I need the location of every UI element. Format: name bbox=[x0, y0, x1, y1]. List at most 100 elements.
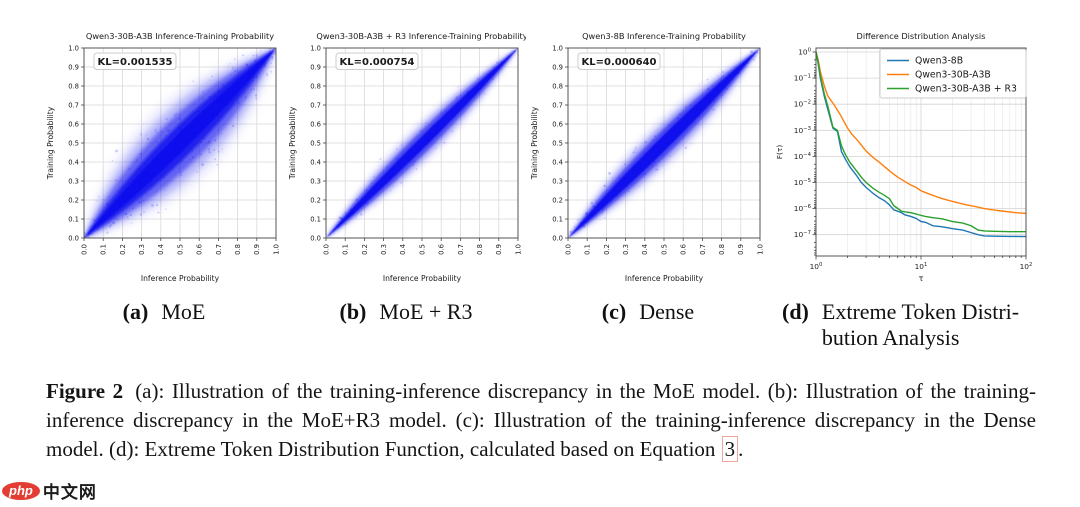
svg-text:0.6: 0.6 bbox=[552, 120, 563, 128]
svg-text:0.1: 0.1 bbox=[552, 215, 563, 223]
svg-text:0.8: 0.8 bbox=[310, 82, 321, 90]
subcaption-d: (d) Extreme Token Distri- bution Analysi… bbox=[770, 299, 1070, 351]
svg-text:0.5: 0.5 bbox=[660, 244, 668, 255]
svg-text:1.0: 1.0 bbox=[514, 244, 522, 255]
kl-annotation-box bbox=[577, 52, 661, 70]
svg-text:0.7: 0.7 bbox=[68, 101, 79, 109]
y-axis-label: Training Probability bbox=[288, 106, 297, 180]
svg-text:0.5: 0.5 bbox=[418, 244, 426, 255]
svg-text:0.0: 0.0 bbox=[310, 234, 321, 242]
scatter-plot-svg: Qwen3-8B Inference-Training Probability 0… bbox=[530, 31, 764, 283]
svg-text:0.5: 0.5 bbox=[310, 139, 321, 147]
svg-text:0.4: 0.4 bbox=[157, 244, 165, 255]
svg-text:0.6: 0.6 bbox=[438, 244, 446, 255]
svg-text:10−4: 10−4 bbox=[794, 152, 812, 161]
svg-text:1.0: 1.0 bbox=[272, 244, 280, 255]
svg-text:1.0: 1.0 bbox=[552, 44, 563, 52]
svg-text:0.5: 0.5 bbox=[552, 139, 563, 147]
subcaption-c-label: (c) bbox=[601, 299, 627, 324]
php-logo-icon: php bbox=[2, 481, 40, 500]
svg-text:0.4: 0.4 bbox=[552, 158, 563, 166]
subcaption-a-label: (a) bbox=[122, 299, 149, 324]
svg-text:0.7: 0.7 bbox=[699, 244, 707, 255]
panel-moe-r3-chart: Qwen3-30B-A3B + R3 Inference-Training Pr… bbox=[286, 28, 528, 295]
svg-text:0.7: 0.7 bbox=[552, 101, 563, 109]
y-axis-label: Training Probability bbox=[46, 106, 55, 180]
subcaption-row: (a) MoE (b) MoE + R3 (c) Dense (d) Extre… bbox=[0, 299, 1080, 351]
series-line-Qwen3-8B bbox=[815, 51, 1027, 238]
svg-text:0.5: 0.5 bbox=[176, 244, 184, 255]
svg-text:0.2: 0.2 bbox=[603, 244, 611, 255]
x-axis-label: Inference Probability bbox=[625, 274, 704, 283]
y-axis-label: F(τ) bbox=[775, 145, 784, 160]
svg-text:101: 101 bbox=[915, 262, 928, 271]
subcaption-d-text: Extreme Token Distri- bution Analysis bbox=[822, 299, 1019, 351]
svg-text:0.2: 0.2 bbox=[361, 244, 369, 255]
svg-text:10−2: 10−2 bbox=[794, 100, 811, 109]
svg-text:0.2: 0.2 bbox=[68, 196, 79, 204]
svg-text:0.6: 0.6 bbox=[680, 244, 688, 255]
svg-text:0.0: 0.0 bbox=[322, 244, 330, 255]
panel-dense-chart: Qwen3-8B Inference-Training Probability 0… bbox=[528, 28, 768, 295]
subcaption-d-label: (d) bbox=[782, 299, 809, 324]
svg-text:0.9: 0.9 bbox=[737, 244, 745, 255]
panel-moe-chart: Qwen3-30B-A3B Inference-Training Probabi… bbox=[44, 28, 284, 295]
figure2-panels: Qwen3-30B-A3B Inference-Training Probabi… bbox=[44, 28, 1070, 295]
series-line-Qwen3-30B-A3B bbox=[815, 51, 1027, 215]
svg-text:10−1: 10−1 bbox=[794, 74, 811, 83]
legend: Qwen3-8B Qwen3-30B-A3B Qwen3-30B-A3B + R3 bbox=[879, 48, 1027, 99]
svg-text:0.9: 0.9 bbox=[310, 63, 321, 71]
svg-text:0.2: 0.2 bbox=[552, 196, 563, 204]
svg-text:0.4: 0.4 bbox=[399, 244, 407, 255]
svg-text:0.0: 0.0 bbox=[68, 234, 79, 242]
kl-annotation-box bbox=[93, 52, 177, 70]
svg-text:1.0: 1.0 bbox=[310, 44, 321, 52]
svg-text:1.0: 1.0 bbox=[756, 244, 764, 255]
series-line-Qwen3-30B-A3B + R3 bbox=[815, 51, 1026, 233]
figure-caption-body: (a): Illustration of the training-infere… bbox=[46, 379, 1036, 461]
subcaption-c-text: Dense bbox=[639, 299, 695, 324]
svg-text:0.8: 0.8 bbox=[68, 82, 79, 90]
line-plot-svg: Difference Distribution Analysis 100 101 10… bbox=[775, 31, 1032, 283]
kl-annotation-text: KL=0.000754 bbox=[339, 57, 414, 68]
svg-text:0.5: 0.5 bbox=[68, 139, 79, 147]
subcaption-b-text: MoE + R3 bbox=[379, 299, 473, 324]
svg-text:0.8: 0.8 bbox=[234, 244, 242, 255]
svg-text:0.9: 0.9 bbox=[68, 63, 79, 71]
svg-text:0.9: 0.9 bbox=[552, 63, 563, 71]
svg-text:0.7: 0.7 bbox=[457, 244, 465, 255]
svg-text:10−6: 10−6 bbox=[794, 204, 812, 213]
chart-title: Qwen3-30B-A3B + R3 Inference-Training Pr… bbox=[316, 31, 526, 41]
panel-difference-distribution-chart: Difference Distribution Analysis 100 101 10… bbox=[770, 28, 1070, 295]
svg-text:0.3: 0.3 bbox=[380, 244, 388, 255]
svg-text:0.8: 0.8 bbox=[552, 82, 563, 90]
svg-text:0.8: 0.8 bbox=[718, 244, 726, 255]
svg-text:0.0: 0.0 bbox=[80, 244, 88, 255]
figure-caption-period: . bbox=[738, 437, 744, 461]
scatter-plot-svg: Qwen3-30B-A3B + R3 Inference-Training Pr… bbox=[288, 31, 528, 283]
svg-text:1.0: 1.0 bbox=[68, 44, 79, 52]
svg-text:0.2: 0.2 bbox=[119, 244, 127, 255]
svg-text:0.6: 0.6 bbox=[68, 120, 79, 128]
svg-text:0.1: 0.1 bbox=[342, 244, 350, 255]
chart-title: Difference Distribution Analysis bbox=[857, 31, 986, 41]
watermark-site-text: 中文网 bbox=[42, 483, 97, 502]
subcaption-d-line2: bution Analysis bbox=[821, 325, 960, 350]
subcaption-a-text: MoE bbox=[161, 299, 206, 324]
kl-annotation-box bbox=[335, 52, 419, 70]
svg-text:0.7: 0.7 bbox=[215, 244, 223, 255]
legend-label: Qwen3-30B-A3B + R3 bbox=[915, 84, 1017, 95]
svg-text:0.3: 0.3 bbox=[622, 244, 630, 255]
svg-text:100: 100 bbox=[810, 262, 823, 271]
y-axis-label: Training Probability bbox=[530, 106, 539, 180]
legend-label: Qwen3-30B-A3B bbox=[915, 70, 991, 81]
equation-ref-link[interactable]: 3 bbox=[721, 436, 739, 462]
svg-text:0.1: 0.1 bbox=[310, 215, 321, 223]
svg-text:100: 100 bbox=[798, 48, 811, 57]
svg-text:0.4: 0.4 bbox=[68, 158, 79, 166]
svg-text:0.7: 0.7 bbox=[310, 101, 321, 109]
svg-text:0.6: 0.6 bbox=[310, 120, 321, 128]
svg-text:10−7: 10−7 bbox=[794, 230, 811, 239]
subcaption-b-label: (b) bbox=[339, 299, 367, 324]
